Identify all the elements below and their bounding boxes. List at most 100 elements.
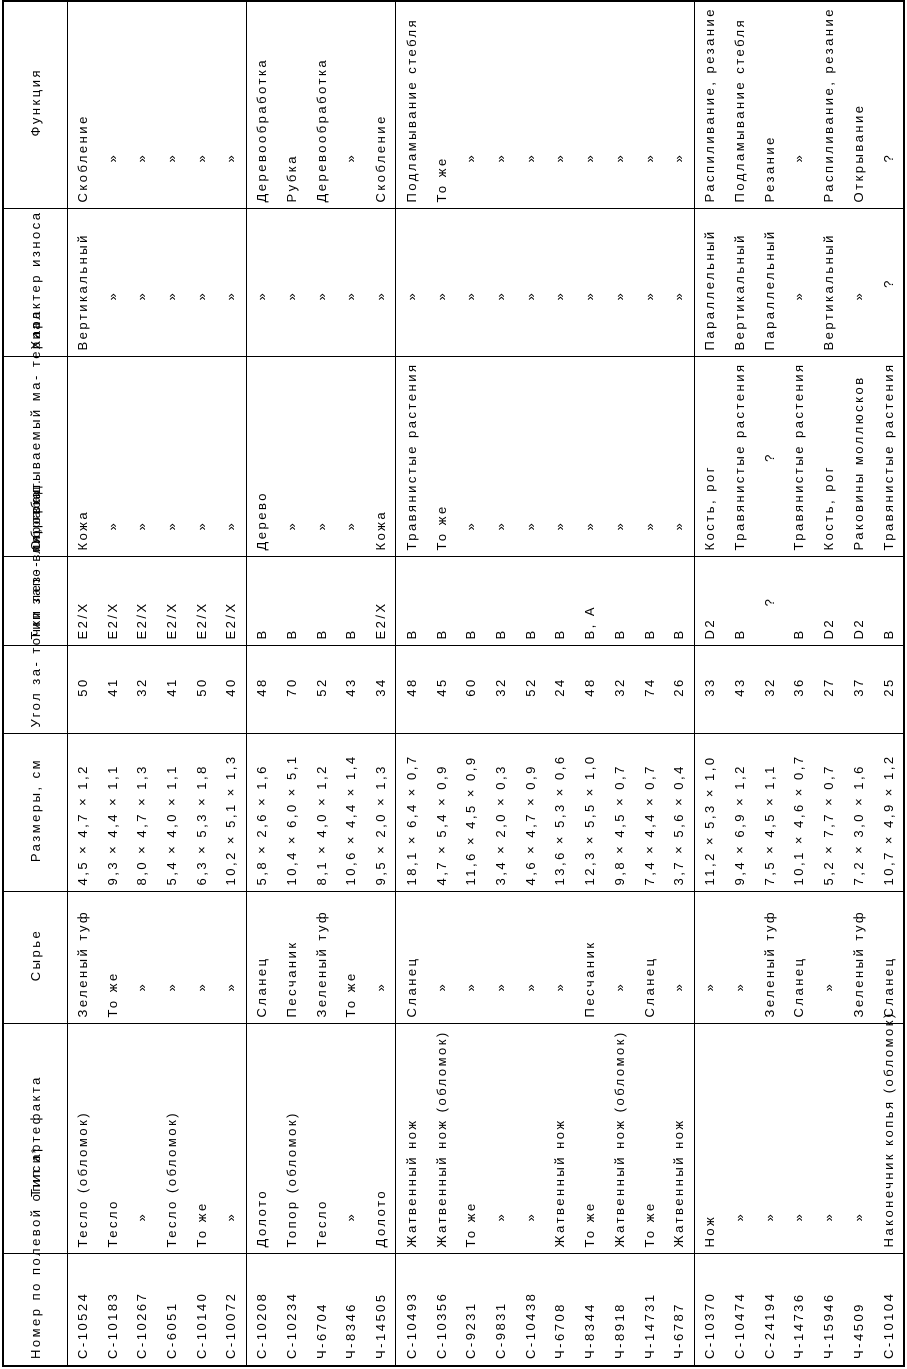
table-row: Ч-14736 » Сланец 10,1 × 4,6 × 0,7 36 В Т…: [783, 1, 814, 1366]
table-cell: ?: [873, 1, 904, 209]
table-row: Ч-15946 » » 5,2 × 7,7 × 0,7 27 D2 Кость,…: [813, 1, 844, 1366]
table-cell: »: [306, 357, 337, 557]
table-cell: Е2/Х: [126, 557, 157, 646]
column-header-worked-material: Обрабатываемый ма- териал: [3, 310, 67, 557]
table-cell: ?: [873, 209, 904, 357]
table-cell: »: [515, 1, 546, 209]
table-cell: »: [276, 209, 307, 357]
table-cell: »: [783, 1, 814, 209]
table-cell: »: [515, 357, 546, 557]
table-cell: Сланец: [783, 892, 814, 1024]
table-cell: С-9831: [485, 1254, 516, 1366]
table-cell: Ч-15946: [813, 1254, 844, 1366]
table-cell: Открывание: [843, 1, 874, 209]
table-cell: »: [97, 1, 127, 209]
table-cell: В: [395, 557, 427, 646]
table-cell: Ч-14505: [365, 1254, 396, 1366]
table-cell: С-9231: [455, 1254, 486, 1366]
table-cell: С-10234: [276, 1254, 307, 1366]
table-cell: В: [724, 557, 755, 646]
table-cell: С-10140: [186, 1254, 217, 1366]
table-cell: Травянистые растения: [873, 357, 904, 557]
table-cell: 8,1 × 4,0 × 1,2: [306, 734, 337, 892]
table-cell: 32: [754, 646, 784, 734]
column-header-polish-type: Тип запо- лировки: [3, 487, 67, 646]
table-cell: Ч-14731: [634, 1254, 664, 1366]
table-row: Ч-6708 Жатвенный нож » 13,6 × 5,3 × 0,6 …: [545, 1, 575, 1366]
table-cell: 48: [574, 646, 605, 734]
table-cell: »: [694, 892, 725, 1024]
table-cell: В: [634, 557, 664, 646]
table-cell: 43: [336, 646, 366, 734]
table-cell: В: [783, 557, 814, 646]
table-cell: »: [515, 892, 546, 1024]
table-cell: »: [455, 209, 486, 357]
table-cell: »: [156, 357, 187, 557]
table-cell: То же: [574, 1024, 605, 1254]
table-header: Номер по полевой описи* Тип артефакта Сы…: [3, 1, 67, 1366]
table-cell: 11,2 × 5,3 × 1,0: [694, 734, 725, 892]
table-cell: То же: [336, 892, 366, 1024]
column-header-edge-angle: Угол за- точки лез- вия, град.: [3, 478, 67, 734]
table-cell: С-10474: [724, 1254, 755, 1366]
table-cell: Сланец: [634, 892, 664, 1024]
table-cell: »: [604, 1, 635, 209]
table-cell: »: [246, 209, 277, 357]
table-cell: Кожа: [365, 357, 396, 557]
table-cell: В: [485, 557, 516, 646]
table-cell: 34: [365, 646, 396, 734]
table-cell: Скобление: [365, 1, 396, 209]
table-cell: В: [246, 557, 277, 646]
table-body: С-10524 Тесло (обломок) Зеленый туф 4,5 …: [67, 1, 904, 1366]
table-cell: »: [724, 1024, 755, 1254]
table-cell: »: [395, 209, 427, 357]
table-cell: 70: [276, 646, 307, 734]
table-cell: »: [663, 1, 695, 209]
table-cell: Сланец: [395, 892, 427, 1024]
table-cell: 33: [694, 646, 725, 734]
table-cell: С-10524: [67, 1254, 98, 1366]
table-cell: 27: [813, 646, 844, 734]
table-cell: 7,4 × 4,4 × 0,7: [634, 734, 664, 892]
table-cell: 18,1 × 6,4 × 0,7: [395, 734, 427, 892]
table-cell: В: [306, 557, 337, 646]
table-cell: »: [515, 209, 546, 357]
table-cell: Вертикальный: [724, 209, 755, 357]
table-cell: »: [216, 357, 247, 557]
table-cell: »: [813, 892, 844, 1024]
table-cell: »: [634, 357, 664, 557]
table-cell: Ч-6704: [306, 1254, 337, 1366]
table-cell: 3,4 × 2,0 × 0,3: [485, 734, 516, 892]
table-cell: ?: [754, 557, 784, 646]
table-cell: 10,6 × 4,4 × 1,4: [336, 734, 366, 892]
table-cell: С-10208: [246, 1254, 277, 1366]
table-cell: Зеленый туф: [754, 892, 784, 1024]
table-cell: »: [216, 1, 247, 209]
table-cell: Ч-6787: [663, 1254, 695, 1366]
column-header-raw-material: Сырье: [3, 892, 67, 1024]
table-cell: Жатвенный нож (обломок): [426, 1024, 456, 1254]
table-cell: »: [545, 1, 575, 209]
table-cell: »: [336, 209, 366, 357]
table-cell: Е2/Х: [216, 557, 247, 646]
table-cell: Е2/Х: [97, 557, 127, 646]
table-cell: С-10493: [395, 1254, 427, 1366]
table-cell: 5,8 × 2,6 × 1,6: [246, 734, 277, 892]
table-cell: »: [663, 357, 695, 557]
table-cell: »: [574, 357, 605, 557]
table-cell: С-10104: [873, 1254, 904, 1366]
table-cell: С-10370: [694, 1254, 725, 1366]
table-row: С-10104 Наконечник копья (обломок) Слане…: [873, 1, 904, 1366]
table-cell: »: [156, 209, 187, 357]
table-row: Ч-8918 Жатвенный нож (обломок) » 9,8 × 4…: [604, 1, 635, 1366]
table-cell: Параллельный: [694, 209, 725, 357]
table-cell: 10,2 × 5,1 × 1,3: [216, 734, 247, 892]
table-cell: Ч-6708: [545, 1254, 575, 1366]
table-cell: Рубка: [276, 1, 307, 209]
table-cell: В: [545, 557, 575, 646]
table-cell: Сланец: [873, 892, 904, 1024]
table-cell: »: [634, 1, 664, 209]
table-cell: »: [126, 892, 157, 1024]
table-cell: С-10438: [515, 1254, 546, 1366]
table-cell: D2: [813, 557, 844, 646]
